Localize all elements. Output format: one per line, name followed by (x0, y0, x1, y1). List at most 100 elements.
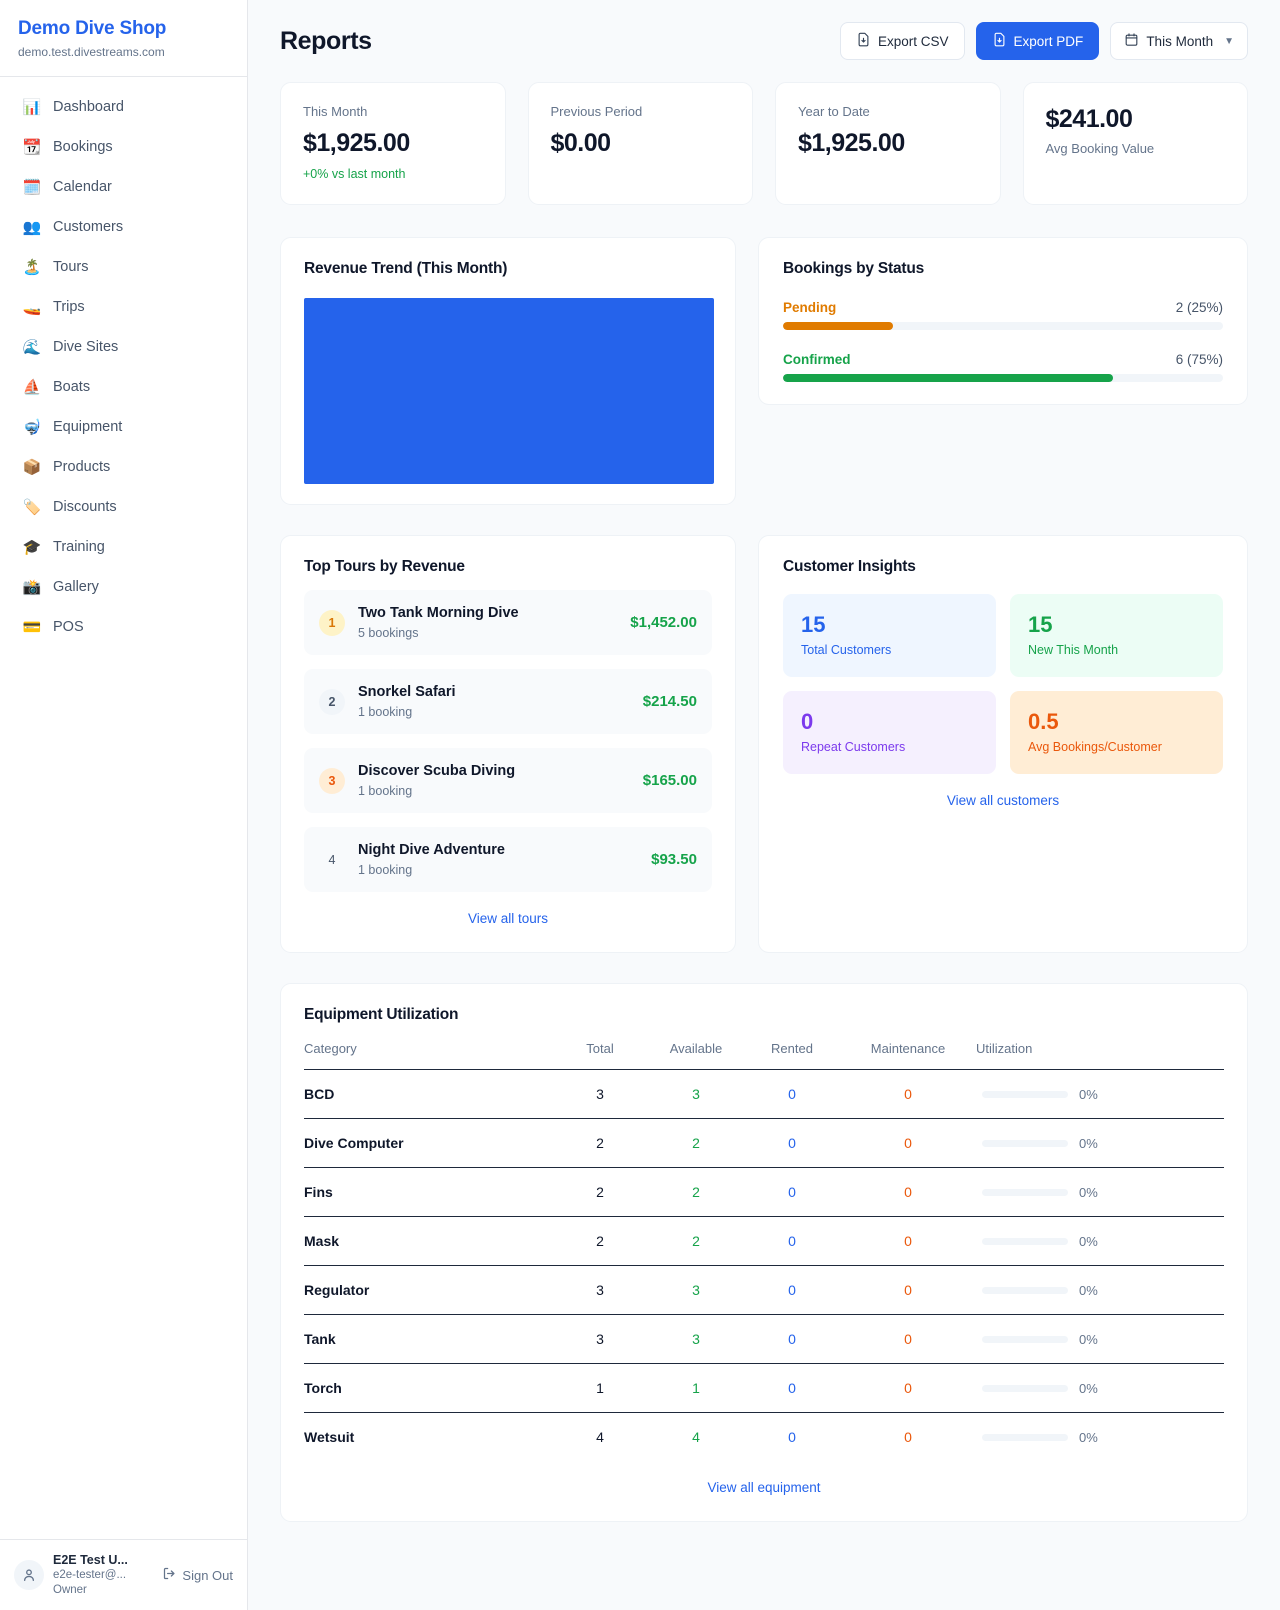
tour-name: Snorkel Safari (358, 684, 456, 700)
tour-name: Night Dive Adventure (358, 842, 505, 858)
tour-row[interactable]: 2 Snorkel Safari 1 booking $214.50 (304, 669, 712, 734)
sidebar-item-discounts[interactable]: 🏷️ Discounts (0, 487, 247, 527)
column-header: Maintenance (870, 1041, 946, 1056)
tour-revenue: $214.50 (642, 693, 697, 710)
table-row: Regulator 3 3 0 0 0% (304, 1265, 1224, 1315)
tour-revenue: $1,452.00 (630, 614, 697, 631)
sidebar-item-label: Boats (53, 379, 91, 395)
cell-maintenance: 0 (840, 1265, 976, 1315)
equipment-table-head: Category Total Available Rented Maintenance U… (304, 1041, 1224, 1070)
utilization-percent: 0% (1079, 1282, 1098, 1298)
cell-maintenance: 0 (840, 1118, 976, 1168)
sidebar-item-training[interactable]: 🎓 Training (0, 527, 247, 567)
graduation-cap-icon: 🎓 (22, 538, 42, 556)
file-download-icon (856, 32, 871, 50)
insight-value: 0.5 (1028, 709, 1059, 734)
export-pdf-button[interactable]: Export PDF (975, 22, 1100, 60)
sign-out-label: Sign Out (182, 1567, 233, 1583)
logout-icon (162, 1566, 177, 1584)
tour-rank-badge: 1 (319, 609, 345, 636)
export-csv-button[interactable]: Export CSV (840, 22, 965, 60)
tour-rank-badge: 3 (319, 767, 345, 794)
cell-available: 3 (648, 1314, 744, 1364)
insight-tile: 15 New This Month (1010, 594, 1223, 677)
utilization-track (982, 1237, 1068, 1245)
cell-rented: 0 (744, 1265, 840, 1315)
kpi-card: Year to Date $1,925.00 (775, 82, 1001, 205)
utilization-wrap: 0% (976, 1430, 1224, 1445)
utilization-percent: 0% (1079, 1429, 1098, 1445)
status-count: 2 (25%) (1175, 300, 1223, 315)
cell-utilization: 0% (976, 1314, 1224, 1364)
sidebar-item-label: Trips (53, 299, 85, 315)
cell-rented: 0 (744, 1216, 840, 1266)
customer-insights-card: Customer Insights 15 Total Customers 15 … (758, 535, 1248, 953)
sidebar-item-trips[interactable]: 🚤 Trips (0, 287, 247, 327)
kpi-label: Year to Date (798, 104, 870, 119)
cell-utilization: 0% (976, 1363, 1224, 1413)
sidebar-item-gallery[interactable]: 📸 Gallery (0, 567, 247, 607)
sidebar-item-tours[interactable]: 🏝️ Tours (0, 247, 247, 287)
utilization-track (982, 1286, 1068, 1294)
date-range-label: This Month (1146, 33, 1214, 49)
sign-out-button[interactable]: Sign Out (162, 1566, 233, 1584)
top-tours-card: Top Tours by Revenue 1 Two Tank Morning … (280, 535, 736, 953)
sidebar-item-equipment[interactable]: 🤿 Equipment (0, 407, 247, 447)
speedboat-icon: 🚤 (22, 298, 42, 316)
utilization-wrap: 0% (976, 1332, 1224, 1347)
cell-rented: 0 (744, 1314, 840, 1364)
sidebar-spacer (0, 647, 247, 1539)
sidebar-item-dashboard[interactable]: 📊 Dashboard (0, 87, 247, 127)
utilization-percent: 0% (1079, 1380, 1098, 1396)
user-profile-block: E2E Test U... e2e-tester@... Owner Sign … (0, 1539, 247, 1610)
brand-block[interactable]: Demo Dive Shop demo.test.divestreams.com (0, 0, 247, 77)
cell-rented: 0 (744, 1412, 840, 1461)
table-row: BCD 3 3 0 0 0% (304, 1069, 1224, 1119)
cell-category: Mask (304, 1216, 552, 1266)
tour-row[interactable]: 1 Two Tank Morning Dive 5 bookings $1,45… (304, 590, 712, 655)
status-row: Confirmed 6 (75%) (783, 352, 1223, 382)
column-header: Available (669, 1041, 723, 1056)
insight-label: Avg Bookings/Customer (1028, 740, 1162, 754)
sidebar-item-label: Bookings (53, 139, 113, 155)
view-all-equipment-link[interactable]: View all equipment (707, 1480, 821, 1495)
wave-icon: 🌊 (22, 338, 42, 356)
tour-row[interactable]: 4 Night Dive Adventure 1 booking $93.50 (304, 827, 712, 892)
sidebar-item-boats[interactable]: ⛵ Boats (0, 367, 247, 407)
sidebar-item-products[interactable]: 📦 Products (0, 447, 247, 487)
view-all-customers-link[interactable]: View all customers (946, 793, 1060, 808)
kpi-label: Avg Booking Value (1045, 141, 1155, 156)
sidebar-item-bookings[interactable]: 📆 Bookings (0, 127, 247, 167)
bookings-status-card: Bookings by Status Pending 2 (25%) Confi… (758, 237, 1248, 405)
status-progress-track (783, 374, 1223, 382)
tour-row[interactable]: 3 Discover Scuba Diving 1 booking $165.0… (304, 748, 712, 813)
tour-info: Two Tank Morning Dive 5 bookings (358, 603, 617, 642)
kpi-value: $1,925.00 (798, 129, 905, 157)
sidebar-item-calendar[interactable]: 🗓️ Calendar (0, 167, 247, 207)
cell-rented: 0 (744, 1118, 840, 1168)
kpi-value: $241.00 (1045, 105, 1133, 133)
insight-label: Repeat Customers (801, 740, 906, 754)
tour-rank-badge: 2 (319, 688, 345, 715)
date-range-selector[interactable]: This Month ▼ (1110, 22, 1248, 60)
sidebar-item-customers[interactable]: 👥 Customers (0, 207, 247, 247)
view-all-tours-link[interactable]: View all tours (467, 911, 549, 926)
table-row: Mask 2 2 0 0 0% (304, 1216, 1224, 1266)
column-header: Utilization (976, 1041, 1033, 1056)
cell-available: 2 (648, 1167, 744, 1217)
sidebar-item-pos[interactable]: 💳 POS (0, 607, 247, 647)
utilization-track (982, 1433, 1068, 1441)
sidebar-item-label: Discounts (53, 499, 117, 515)
cell-total: 3 (552, 1069, 648, 1119)
brand-domain: demo.test.divestreams.com (18, 45, 165, 59)
cell-rented: 0 (744, 1167, 840, 1217)
cell-category: Dive Computer (304, 1118, 552, 1168)
cell-available: 2 (648, 1216, 744, 1266)
header-actions: Export CSV Export PDF (840, 22, 1248, 60)
cell-total: 3 (552, 1314, 648, 1364)
diving-mask-icon: 🤿 (22, 418, 42, 436)
sidebar-item-dive-sites[interactable]: 🌊 Dive Sites (0, 327, 247, 367)
cell-available: 1 (648, 1363, 744, 1413)
calendar-icon (1124, 32, 1139, 50)
table-row: Fins 2 2 0 0 0% (304, 1167, 1224, 1217)
